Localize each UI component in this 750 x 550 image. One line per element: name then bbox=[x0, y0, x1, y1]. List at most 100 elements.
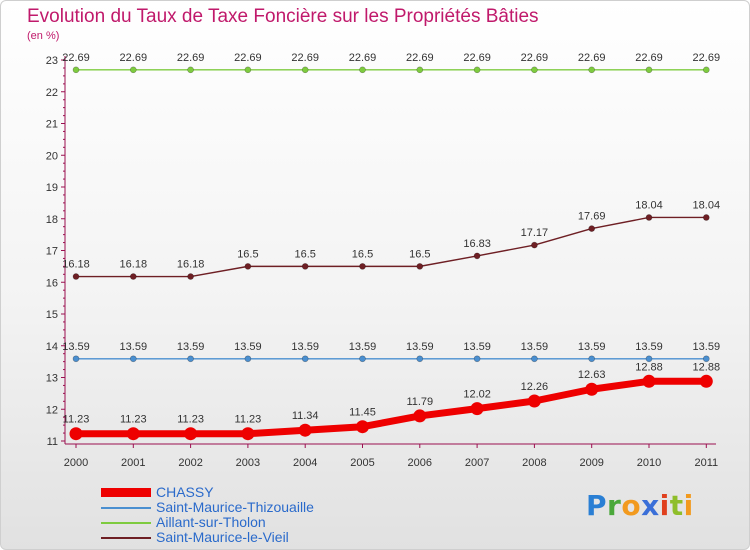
x-tick-label: 2008 bbox=[522, 457, 546, 469]
data-label-aillant-sur-tholon: 22.69 bbox=[578, 52, 606, 64]
data-label-saint-maurice-le-vieil: 17.17 bbox=[521, 227, 549, 239]
data-point-saint-maurice-le-vieil bbox=[645, 214, 653, 221]
data-point-saint-maurice-le-vieil bbox=[244, 263, 252, 270]
data-point-aillant-sur-tholon bbox=[473, 66, 481, 74]
data-point-saint-maurice-thizouaille bbox=[130, 355, 137, 363]
data-label-chassy: 12.02 bbox=[463, 389, 491, 401]
y-tick-label: 19 bbox=[46, 182, 58, 194]
legend-swatch-saint-maurice-le-vieil bbox=[101, 537, 151, 539]
data-point-saint-maurice-thizouaille bbox=[301, 355, 309, 363]
data-label-saint-maurice-le-vieil: 17.69 bbox=[578, 211, 606, 223]
data-point-saint-maurice-le-vieil bbox=[72, 273, 80, 280]
data-point-saint-maurice-thizouaille bbox=[72, 355, 80, 363]
data-point-aillant-sur-tholon bbox=[588, 66, 596, 74]
data-label-chassy: 11.23 bbox=[177, 414, 204, 426]
y-tick-label: 20 bbox=[46, 150, 58, 162]
logo-letter: x bbox=[641, 489, 660, 522]
data-point-saint-maurice-thizouaille bbox=[359, 355, 366, 363]
data-label-saint-maurice-thizouaille: 13.59 bbox=[463, 341, 491, 353]
y-tick-label: 17 bbox=[46, 246, 58, 258]
x-tick-label: 2009 bbox=[579, 457, 603, 469]
data-point-saint-maurice-thizouaille bbox=[588, 355, 596, 363]
series-line-chassy bbox=[72, 377, 710, 438]
data-label-saint-maurice-le-vieil: 16.5 bbox=[409, 248, 430, 260]
data-point-saint-maurice-thizouaille bbox=[416, 355, 424, 363]
data-label-saint-maurice-thizouaille: 13.59 bbox=[62, 341, 90, 353]
data-point-saint-maurice-le-vieil bbox=[531, 241, 538, 249]
y-tick-label: 14 bbox=[46, 341, 58, 353]
data-label-chassy: 12.88 bbox=[635, 361, 663, 373]
data-point-saint-maurice-le-vieil bbox=[416, 263, 424, 270]
legend-swatch-saint-maurice-thizouaille bbox=[101, 507, 151, 509]
data-point-aillant-sur-tholon bbox=[416, 66, 424, 74]
data-point-aillant-sur-tholon bbox=[187, 66, 194, 74]
data-point-aillant-sur-tholon bbox=[359, 66, 366, 74]
data-label-aillant-sur-tholon: 22.69 bbox=[521, 52, 549, 64]
x-tick-label: 2005 bbox=[350, 457, 374, 469]
data-label-aillant-sur-tholon: 22.69 bbox=[177, 52, 205, 64]
legend-swatch-chassy bbox=[101, 488, 151, 497]
data-label-saint-maurice-thizouaille: 13.59 bbox=[406, 341, 434, 353]
x-tick-label: 2003 bbox=[236, 457, 260, 469]
data-point-chassy bbox=[126, 427, 140, 441]
data-label-aillant-sur-tholon: 22.69 bbox=[291, 52, 319, 64]
data-label-chassy: 11.23 bbox=[63, 414, 90, 426]
data-label-saint-maurice-le-vieil: 16.18 bbox=[62, 259, 90, 271]
data-point-aillant-sur-tholon bbox=[72, 66, 80, 74]
data-point-aillant-sur-tholon bbox=[645, 66, 653, 74]
data-point-saint-maurice-thizouaille bbox=[531, 355, 538, 363]
data-label-saint-maurice-thizouaille: 13.59 bbox=[291, 341, 319, 353]
logo-letter: o bbox=[621, 489, 642, 522]
data-point-chassy bbox=[356, 420, 369, 434]
y-axis-unit-label: (en %) bbox=[27, 30, 60, 42]
data-point-saint-maurice-thizouaille bbox=[702, 355, 710, 363]
y-tick-label: 22 bbox=[46, 87, 58, 99]
series-line-saint-maurice-le-vieil bbox=[75, 216, 707, 278]
data-label-chassy: 11.34 bbox=[292, 410, 319, 422]
data-label-aillant-sur-tholon: 22.69 bbox=[120, 52, 148, 64]
data-label-saint-maurice-le-vieil: 16.18 bbox=[120, 259, 148, 271]
data-point-saint-maurice-thizouaille bbox=[473, 355, 481, 363]
data-label-saint-maurice-thizouaille: 13.59 bbox=[521, 341, 549, 353]
data-point-aillant-sur-tholon bbox=[244, 66, 252, 74]
data-label-aillant-sur-tholon: 22.69 bbox=[62, 52, 90, 64]
data-point-chassy bbox=[585, 382, 599, 396]
logo-letter: r bbox=[607, 489, 622, 522]
y-tick-label: 16 bbox=[46, 277, 58, 289]
data-point-saint-maurice-le-vieil bbox=[702, 214, 710, 221]
data-label-chassy: 11.45 bbox=[349, 407, 376, 419]
data-point-chassy bbox=[298, 423, 312, 437]
logo-letter: i bbox=[683, 489, 694, 522]
legend-label-saint-maurice-le-vieil: Saint-Maurice-le-Vieil bbox=[156, 529, 289, 545]
data-label-saint-maurice-le-vieil: 16.83 bbox=[463, 238, 491, 250]
data-point-saint-maurice-thizouaille bbox=[244, 355, 252, 363]
y-tick-label: 13 bbox=[46, 373, 58, 385]
data-point-chassy bbox=[69, 427, 83, 441]
data-label-chassy: 11.23 bbox=[120, 414, 147, 426]
data-label-saint-maurice-le-vieil: 18.04 bbox=[635, 199, 663, 211]
data-label-saint-maurice-thizouaille: 13.59 bbox=[635, 341, 663, 353]
proxiti-logo: Proxiti bbox=[586, 489, 694, 522]
x-tick-label: 2004 bbox=[293, 457, 317, 469]
data-label-saint-maurice-thizouaille: 13.59 bbox=[693, 341, 721, 353]
data-point-saint-maurice-le-vieil bbox=[301, 263, 309, 270]
data-label-saint-maurice-thizouaille: 13.59 bbox=[349, 341, 377, 353]
data-label-saint-maurice-le-vieil: 16.5 bbox=[294, 248, 315, 260]
chart-title: Evolution du Taux de Taxe Foncière sur l… bbox=[27, 6, 539, 27]
data-label-chassy: 11.23 bbox=[235, 414, 262, 426]
legend-label-aillant-sur-tholon: Aillant-sur-Tholon bbox=[156, 514, 266, 530]
legend-label-chassy: CHASSY bbox=[156, 484, 214, 500]
x-tick-label: 2011 bbox=[694, 457, 718, 469]
data-point-aillant-sur-tholon bbox=[531, 66, 538, 74]
data-label-chassy: 11.79 bbox=[406, 396, 433, 408]
y-tick-label: 23 bbox=[46, 55, 58, 67]
x-tick-label: 2001 bbox=[121, 457, 145, 469]
data-point-saint-maurice-le-vieil bbox=[588, 225, 596, 232]
data-label-aillant-sur-tholon: 22.69 bbox=[349, 52, 377, 64]
data-label-aillant-sur-tholon: 22.69 bbox=[693, 52, 721, 64]
data-label-saint-maurice-thizouaille: 13.59 bbox=[234, 341, 262, 353]
data-label-aillant-sur-tholon: 22.69 bbox=[635, 52, 663, 64]
data-point-aillant-sur-tholon bbox=[301, 66, 309, 74]
data-label-saint-maurice-le-vieil: 16.5 bbox=[352, 248, 373, 260]
